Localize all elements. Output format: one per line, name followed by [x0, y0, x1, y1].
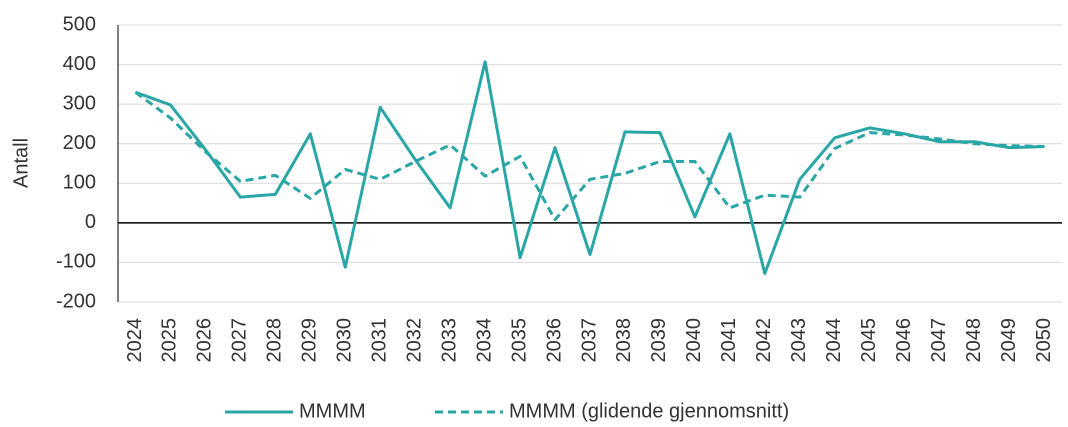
- x-tick-label: 2046: [893, 318, 915, 363]
- y-tick-label: -100: [56, 251, 96, 273]
- series-line: [134, 60, 1045, 276]
- x-tick-label: 2040: [683, 318, 705, 363]
- y-tick-label: 500: [63, 13, 96, 35]
- x-tick-label: 2045: [858, 318, 880, 363]
- x-tick-label: 2037: [578, 318, 600, 363]
- x-tick-label: 2038: [613, 318, 635, 363]
- x-tick-label: 2042: [753, 318, 775, 363]
- y-tick-label: 400: [63, 53, 96, 75]
- x-tick-label: 2029: [299, 318, 321, 363]
- x-tick-label: 2039: [648, 318, 670, 363]
- x-tick-label: 2032: [403, 318, 425, 363]
- x-tick-label: 2047: [928, 318, 950, 363]
- x-tick-label: 2024: [124, 318, 146, 363]
- x-tick-label: 2044: [823, 318, 845, 363]
- legend-label: MMMM: [299, 400, 366, 422]
- y-tick-label: 300: [63, 92, 96, 114]
- y-tick-label: -200: [56, 290, 96, 312]
- x-tick-label: 2028: [264, 318, 286, 363]
- x-tick-label: 2031: [369, 318, 391, 363]
- x-tick-label: 2034: [473, 318, 495, 363]
- y-tick-label: 0: [85, 211, 96, 233]
- y-tick-label: 200: [63, 132, 96, 154]
- x-tick-label: 2026: [194, 318, 216, 363]
- series-line: [134, 91, 1045, 222]
- x-tick-label: 2043: [788, 318, 810, 363]
- x-tick-label: 2050: [1033, 318, 1055, 363]
- x-tick-label: 2027: [229, 318, 251, 363]
- x-tick-label: 2033: [438, 318, 460, 363]
- y-axis-label: Antall: [10, 138, 32, 188]
- x-tick-label: 2030: [334, 318, 356, 363]
- x-tick-label: 2035: [508, 318, 530, 363]
- x-tick-label: 2048: [963, 318, 985, 363]
- y-tick-label: 100: [63, 172, 96, 194]
- x-tick-label: 2041: [718, 318, 740, 363]
- x-tick-label: 2025: [159, 318, 181, 363]
- x-tick-label: 2049: [998, 318, 1020, 363]
- legend-label: MMMM (glidende gjennomsnitt): [509, 400, 789, 422]
- x-tick-label: 2036: [543, 318, 565, 363]
